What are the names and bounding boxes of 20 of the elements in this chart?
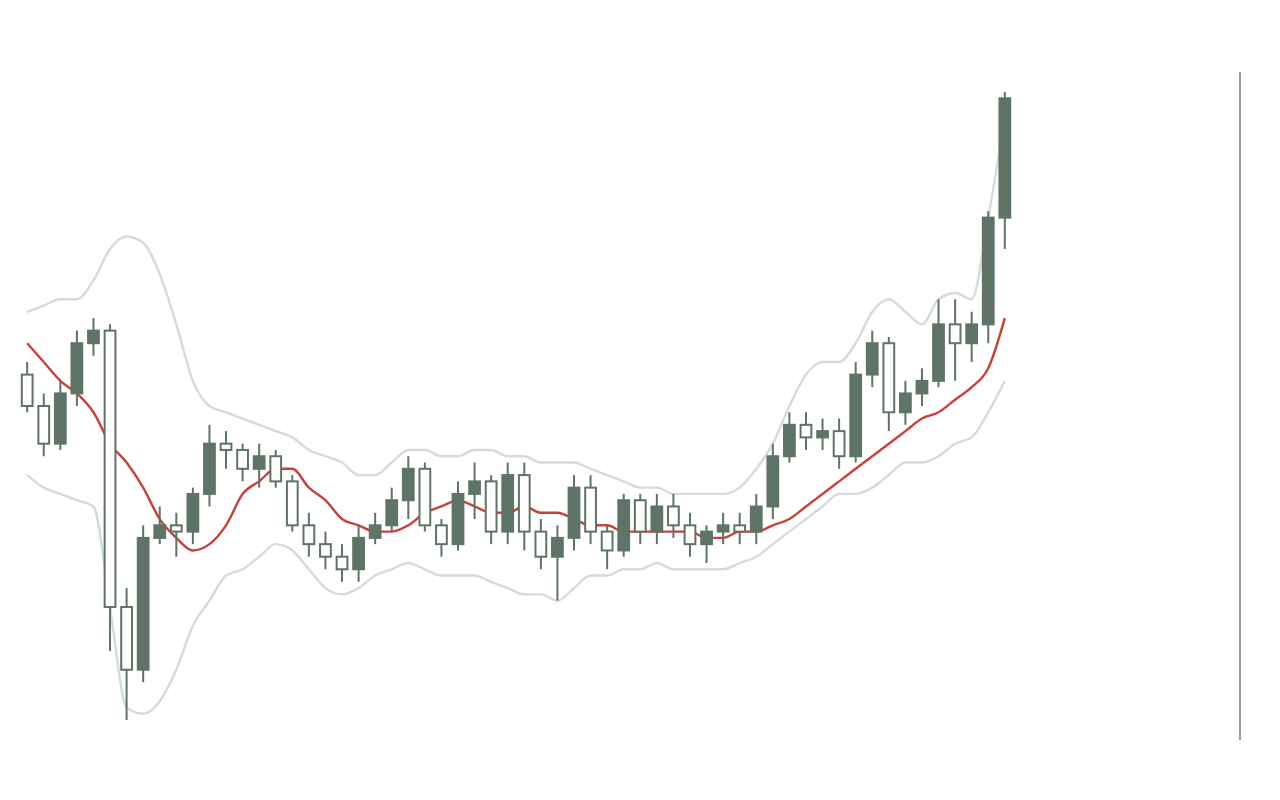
candlestick [899,379,912,426]
candlestick [236,442,249,483]
candlestick [683,511,697,558]
candlestick [219,430,233,470]
candlestick [551,524,564,602]
candlestick [915,367,929,407]
candlestick [816,417,829,451]
candlestick [352,524,365,583]
candlestick [584,474,597,546]
candlestick [468,461,481,521]
candlestick [335,543,349,583]
candlestick [435,518,448,558]
candlestick [700,524,713,564]
candlestick [783,411,796,464]
candlestick [667,492,680,539]
candlestick [965,310,979,364]
candlestick [319,530,332,571]
candlestick [799,411,813,451]
candlestick [87,317,100,357]
candlestick [948,298,962,382]
